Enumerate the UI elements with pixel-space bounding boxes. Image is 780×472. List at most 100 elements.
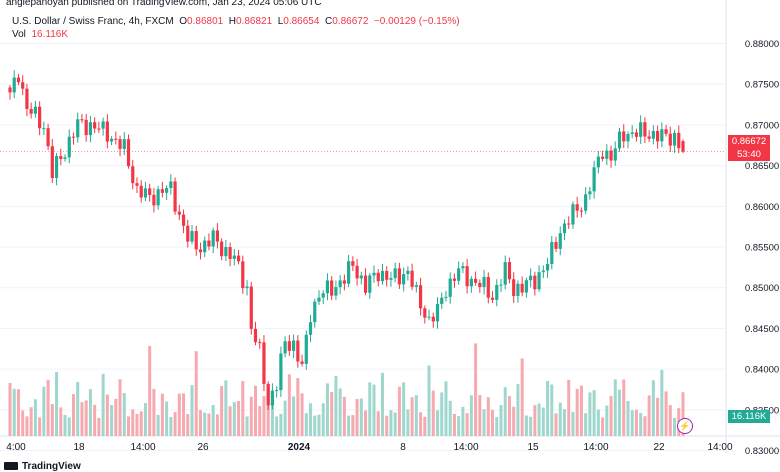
tv-logo-icon [4,462,18,470]
volume-bar [105,394,109,436]
volume-bar [156,414,160,436]
volume-bar [385,415,389,436]
candle-body [169,181,173,189]
volume-bar [16,389,20,436]
volume-bar [626,400,630,436]
candle-body [427,316,431,318]
volume-bar [605,405,609,436]
candle-body [672,132,677,146]
candle-body [372,272,376,276]
x-tick-label: 22 [653,442,665,453]
candle-body [80,119,84,121]
candle-body [330,280,334,296]
candle-body [406,270,410,275]
candle-body [59,156,63,159]
low-value: 0.86654 [283,16,320,27]
volume-bar [448,400,452,436]
candle-body [334,287,338,296]
open-label: O [179,16,188,27]
volume-bar [232,402,236,436]
candle-body [12,77,16,93]
candle-body [232,255,236,259]
candle-body [262,342,266,384]
candle-body [402,274,406,285]
change-value: −0.00129 (−0.15%) [373,16,460,27]
volume-bar [533,405,537,436]
volume-bar [253,385,257,436]
volume-bar [550,384,554,436]
candle-body [647,136,651,139]
candle-body [440,297,444,304]
candle-body [275,390,279,392]
volume-bar [177,393,181,436]
volume-bar [643,416,647,436]
volume-value: 16.116K [31,29,68,40]
volume-bar [21,410,25,436]
volume-bar [596,409,600,436]
candle-body [236,255,241,262]
volume-label[interactable]: Vol [12,29,26,40]
y-tick-label: 0.86000 [745,202,779,213]
candle-body [448,278,452,297]
candle-body [338,280,342,288]
candle-body [126,139,131,167]
candle-body [656,131,660,142]
candle-body [584,194,588,211]
volume-bar [127,416,131,436]
volume-bar [114,398,118,436]
candle-body [152,194,156,206]
candle-body [342,280,346,284]
candle-body [431,316,435,322]
candle-body [397,268,402,285]
low-label: L [277,16,284,27]
volume-bar [601,417,605,436]
candle-body [245,286,249,289]
candle-body [228,247,232,259]
candle-body [486,276,490,298]
candle-body [588,191,592,195]
volume-bar [410,397,414,436]
candle-body [376,272,380,282]
candle-body [21,82,25,89]
candle-body [291,340,296,351]
volume-bar [211,404,215,436]
volume-bar [389,410,393,436]
volume-bar [224,380,228,436]
candle-body [554,242,558,249]
y-tick-label: 0.84500 [745,324,779,335]
x-tick-label: 2024 [288,442,311,453]
volume-bar [71,394,75,436]
volume-bar [241,381,245,436]
candle-body [499,284,503,286]
volume-bar [342,396,346,436]
volume-bar [668,405,672,436]
symbol-title[interactable]: U.S. Dollar / Swiss Franc, 4h, FXCM [12,16,174,27]
candle-body [550,242,554,264]
close-value: 0.86672 [332,16,369,27]
volume-bar [529,416,533,436]
x-tick-label: 15 [527,442,539,453]
y-tick-label: 0.87000 [745,120,779,131]
volume-bar [207,413,211,436]
y-tick-label: 0.84000 [745,365,779,376]
volume-bar [567,379,571,436]
candle-body [626,133,630,142]
candle-body [165,188,169,193]
volume-bar [588,392,592,436]
candle-body [452,278,457,281]
candle-body [46,128,50,147]
volume-bar [436,410,440,436]
candle-body [139,185,143,198]
volume-bar [554,413,558,436]
candle-body [198,249,203,253]
candle-body [220,241,224,257]
volume-bar [656,397,660,436]
candle-body [541,270,545,273]
lightning-icon[interactable]: ⚡ [677,418,693,434]
volume-bar [452,413,456,436]
candle-body [668,133,672,146]
candle-body [203,240,207,253]
candle-body [67,136,71,158]
candle-body [359,275,363,279]
